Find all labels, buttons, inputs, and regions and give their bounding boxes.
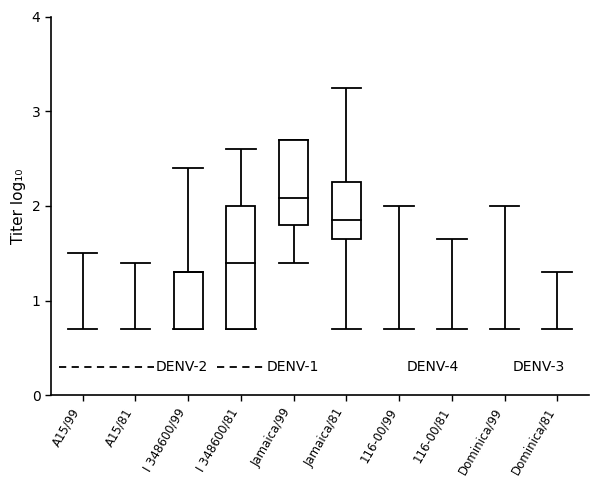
Bar [279,140,308,225]
Text: DENV-2: DENV-2 [155,360,208,374]
Text: DENV-4: DENV-4 [407,360,459,374]
Y-axis label: Titer log₁₀: Titer log₁₀ [11,168,26,244]
Bar [332,183,361,239]
Bar [226,206,256,329]
Bar [173,272,203,329]
Text: DENV-1: DENV-1 [266,360,319,374]
Text: DENV-3: DENV-3 [512,360,565,374]
